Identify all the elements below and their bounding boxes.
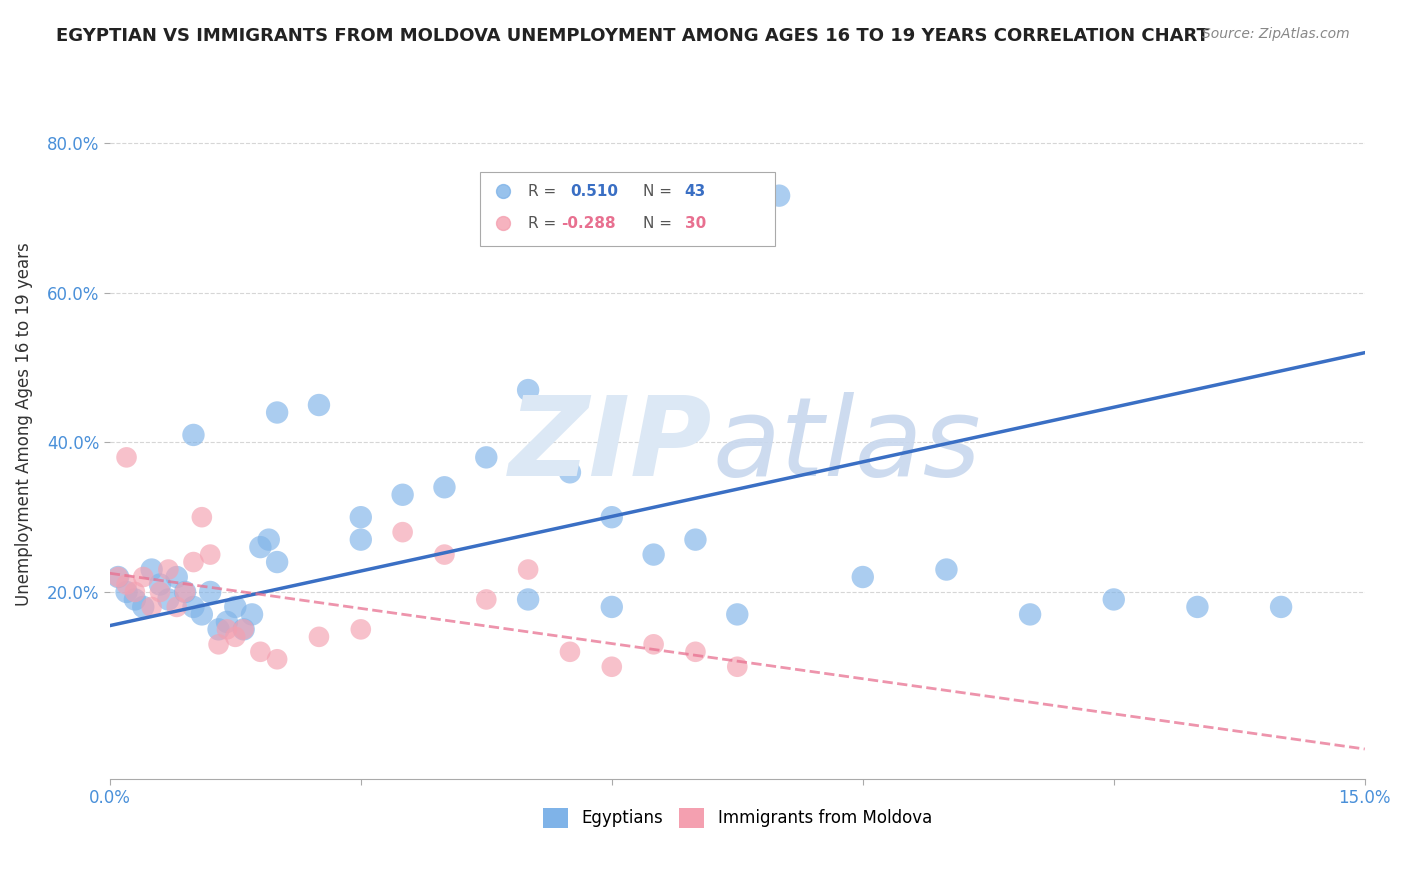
Text: Source: ZipAtlas.com: Source: ZipAtlas.com	[1202, 27, 1350, 41]
Point	[433, 548, 456, 562]
Text: N =: N =	[643, 184, 678, 199]
Text: R =: R =	[527, 184, 561, 199]
Point	[768, 188, 790, 202]
Point	[517, 383, 540, 397]
Point	[391, 488, 413, 502]
Point	[1019, 607, 1042, 622]
Point	[132, 599, 155, 614]
Point	[232, 623, 254, 637]
Point	[215, 623, 238, 637]
Point	[475, 592, 498, 607]
Point	[350, 510, 373, 524]
Text: 30: 30	[685, 216, 706, 231]
Point	[517, 562, 540, 576]
Point	[852, 570, 875, 584]
Point	[141, 599, 163, 614]
Point	[157, 562, 180, 576]
Text: R =: R =	[527, 216, 561, 231]
Point	[517, 592, 540, 607]
Point	[115, 585, 138, 599]
Point	[249, 645, 271, 659]
Point	[308, 398, 330, 412]
Point	[725, 659, 748, 673]
Point	[685, 645, 707, 659]
Point	[200, 548, 222, 562]
Point	[166, 599, 188, 614]
Text: atlas: atlas	[713, 392, 981, 499]
Point	[600, 599, 623, 614]
Point	[643, 548, 665, 562]
Point	[174, 585, 197, 599]
Point	[266, 652, 288, 666]
Point	[249, 540, 271, 554]
Text: -0.288: -0.288	[561, 216, 616, 231]
Text: 43: 43	[685, 184, 706, 199]
Point	[124, 585, 146, 599]
Point	[149, 577, 172, 591]
Point	[149, 585, 172, 599]
Point	[240, 607, 263, 622]
Point	[685, 533, 707, 547]
Point	[475, 450, 498, 465]
Point	[266, 555, 288, 569]
Text: 0.510: 0.510	[571, 184, 619, 199]
Point	[558, 466, 581, 480]
Point	[207, 637, 229, 651]
Point	[350, 533, 373, 547]
Point	[107, 570, 129, 584]
Point	[1187, 599, 1209, 614]
Point	[166, 570, 188, 584]
Point	[183, 428, 205, 442]
Point	[224, 630, 246, 644]
Text: EGYPTIAN VS IMMIGRANTS FROM MOLDOVA UNEMPLOYMENT AMONG AGES 16 TO 19 YEARS CORRE: EGYPTIAN VS IMMIGRANTS FROM MOLDOVA UNEM…	[56, 27, 1209, 45]
Point	[174, 585, 197, 599]
Point	[183, 599, 205, 614]
Point	[433, 480, 456, 494]
Point	[141, 562, 163, 576]
Point	[191, 607, 214, 622]
Point	[725, 607, 748, 622]
Point	[266, 405, 288, 419]
Point	[124, 592, 146, 607]
Point	[115, 450, 138, 465]
Point	[115, 577, 138, 591]
Text: N =: N =	[643, 216, 678, 231]
Point	[1270, 599, 1292, 614]
Point	[600, 659, 623, 673]
Point	[132, 570, 155, 584]
Legend: Egyptians, Immigrants from Moldova: Egyptians, Immigrants from Moldova	[536, 801, 939, 835]
Point	[157, 592, 180, 607]
Point	[391, 525, 413, 540]
Point	[224, 599, 246, 614]
Point	[207, 623, 229, 637]
Point	[215, 615, 238, 629]
Point	[183, 555, 205, 569]
Point	[191, 510, 214, 524]
Point	[107, 570, 129, 584]
Point	[1102, 592, 1125, 607]
Point	[232, 623, 254, 637]
Point	[643, 637, 665, 651]
Point	[257, 533, 280, 547]
Y-axis label: Unemployment Among Ages 16 to 19 years: Unemployment Among Ages 16 to 19 years	[15, 242, 32, 606]
Point	[350, 623, 373, 637]
FancyBboxPatch shape	[479, 171, 775, 246]
Point	[200, 585, 222, 599]
Point	[600, 510, 623, 524]
Point	[935, 562, 957, 576]
Text: ZIP: ZIP	[509, 392, 713, 499]
Point	[308, 630, 330, 644]
Point	[558, 645, 581, 659]
